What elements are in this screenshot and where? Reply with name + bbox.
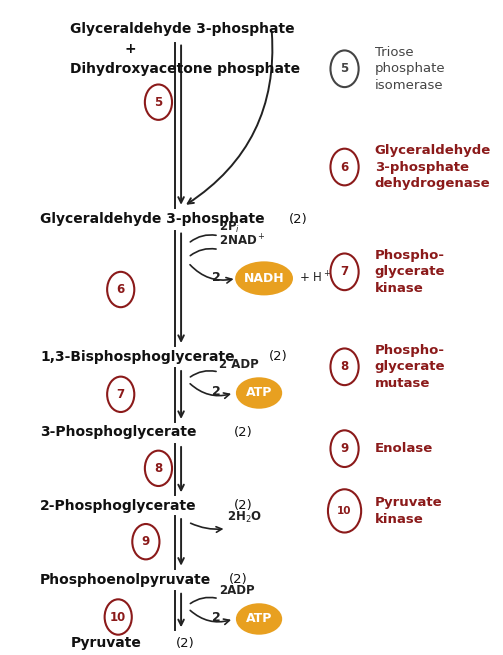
Text: 9: 9 bbox=[341, 442, 349, 455]
Text: 8: 8 bbox=[154, 462, 162, 475]
Text: 6: 6 bbox=[341, 160, 349, 174]
Text: 10: 10 bbox=[338, 506, 352, 516]
Text: Glyceraldehyde
3-phosphate
dehydrogenase: Glyceraldehyde 3-phosphate dehydrogenase bbox=[375, 144, 491, 190]
Text: Enolase: Enolase bbox=[375, 442, 433, 455]
Text: 2P$_i$: 2P$_i$ bbox=[219, 220, 240, 235]
Text: Triose
phosphate
isomerase: Triose phosphate isomerase bbox=[375, 46, 445, 92]
Text: Pyruvate
kinase: Pyruvate kinase bbox=[375, 496, 442, 526]
Text: ATP: ATP bbox=[246, 612, 272, 626]
Text: 10: 10 bbox=[110, 610, 126, 624]
Text: 2NAD$^+$: 2NAD$^+$ bbox=[219, 234, 266, 249]
Text: 6: 6 bbox=[117, 283, 125, 296]
Text: 2: 2 bbox=[212, 271, 220, 284]
Ellipse shape bbox=[235, 261, 293, 295]
Text: 7: 7 bbox=[117, 388, 125, 401]
Text: (2): (2) bbox=[176, 637, 195, 650]
Text: 5: 5 bbox=[154, 96, 162, 109]
Text: 2ADP: 2ADP bbox=[219, 584, 255, 597]
Text: 2-Phosphoglycerate: 2-Phosphoglycerate bbox=[40, 498, 197, 513]
Text: Glyceraldehyde 3-phosphate: Glyceraldehyde 3-phosphate bbox=[70, 22, 295, 37]
Text: Phosphoenolpyruvate: Phosphoenolpyruvate bbox=[40, 572, 211, 587]
Text: 1,3-Bisphosphoglycerate: 1,3-Bisphosphoglycerate bbox=[40, 350, 235, 364]
Text: 2 ADP: 2 ADP bbox=[219, 358, 259, 371]
Text: Glyceraldehyde 3-phosphate: Glyceraldehyde 3-phosphate bbox=[40, 212, 265, 227]
Text: Pyruvate: Pyruvate bbox=[70, 636, 141, 650]
Text: +: + bbox=[125, 42, 137, 56]
Text: 7: 7 bbox=[341, 265, 349, 278]
Text: NADH: NADH bbox=[244, 272, 284, 285]
Text: (2): (2) bbox=[234, 426, 253, 439]
Text: (2): (2) bbox=[289, 213, 308, 226]
Text: Phospho-
glycerate
mutase: Phospho- glycerate mutase bbox=[375, 344, 445, 390]
Ellipse shape bbox=[236, 603, 282, 635]
Text: Dihydroxyacetone phosphate: Dihydroxyacetone phosphate bbox=[70, 62, 301, 76]
Text: 2: 2 bbox=[212, 384, 220, 398]
Text: 8: 8 bbox=[341, 360, 349, 373]
Ellipse shape bbox=[236, 377, 282, 409]
Text: (2): (2) bbox=[269, 350, 288, 364]
Text: (2): (2) bbox=[234, 499, 253, 512]
Text: ATP: ATP bbox=[246, 386, 272, 400]
Text: 3-Phosphoglycerate: 3-Phosphoglycerate bbox=[40, 425, 197, 440]
Text: Phospho-
glycerate
kinase: Phospho- glycerate kinase bbox=[375, 249, 445, 295]
Text: + H$^+$: + H$^+$ bbox=[299, 271, 331, 286]
Text: 9: 9 bbox=[142, 535, 150, 548]
Text: 2H$_2$O: 2H$_2$O bbox=[227, 510, 263, 525]
Text: (2): (2) bbox=[229, 573, 247, 586]
Text: 5: 5 bbox=[341, 62, 349, 75]
Text: 2: 2 bbox=[212, 610, 220, 624]
